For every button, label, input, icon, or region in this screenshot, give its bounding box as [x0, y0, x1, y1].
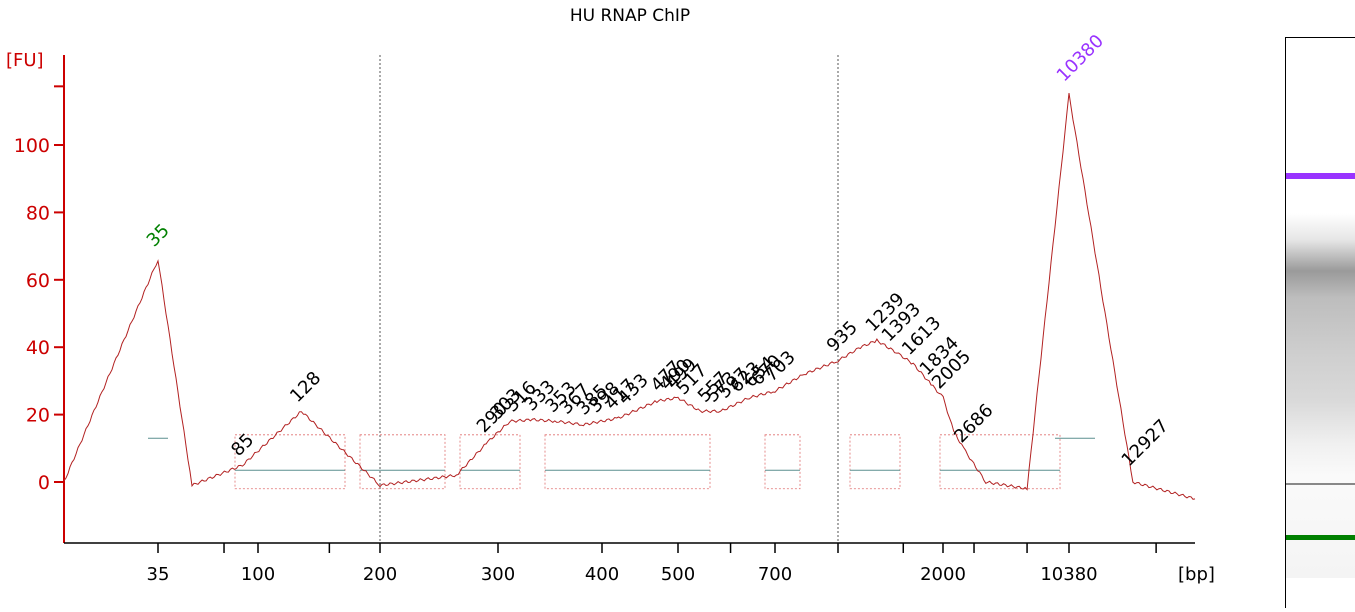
gel-faint-band [1286, 483, 1355, 485]
peak-region-box [359, 434, 446, 490]
peak-region-box [939, 434, 1061, 490]
peak-regions [148, 434, 1095, 490]
gel-image [1285, 37, 1355, 608]
y-tick-label: 60 [26, 270, 50, 292]
peak-region-box [234, 434, 346, 490]
y-tick-label: 0 [38, 472, 50, 494]
x-tick-label: 200 [363, 564, 397, 585]
x-tick-label: 2000 [920, 564, 966, 585]
gel-upper-marker-band [1286, 173, 1355, 179]
y-tick-label: 40 [26, 337, 50, 359]
peak-label: 2686 [950, 400, 997, 447]
electropherogram-plot: 0 20 40 60 80 100 35 100 200 300 400 500 700 2000 1038… [6, 31, 1215, 585]
peak-region-box [849, 434, 901, 490]
x-tick-label: 10380 [1040, 564, 1097, 585]
gel-lane [1286, 133, 1355, 578]
peak-region-box [459, 434, 521, 490]
peak-label: 85 [227, 430, 258, 461]
y-axis-label: [FU] [6, 50, 44, 71]
x-tick-label: 35 [147, 564, 170, 585]
peak-label: 935 [823, 317, 862, 356]
x-tick-label: 300 [481, 564, 515, 585]
trace-line [63, 93, 1196, 500]
reference-lines [379, 55, 839, 543]
y-tick-label: 20 [26, 405, 50, 427]
chart-title: HU RNAP ChIP [569, 6, 691, 26]
x-axis-label: [bp] [1178, 564, 1215, 585]
x-tick-label: 700 [758, 564, 792, 585]
peak-label-marker-upper: 10380 [1053, 31, 1108, 86]
peak-label: 12927 [1118, 415, 1173, 470]
y-tick-label: 80 [26, 202, 50, 224]
peak-region-box [764, 434, 801, 490]
gel-lower-marker-band [1286, 535, 1355, 540]
peak-region-box [544, 434, 711, 490]
gel-lane-smear [1286, 133, 1355, 578]
peak-label-marker-lower: 35 [143, 220, 174, 251]
x-tick-label: 400 [585, 564, 619, 585]
peak-label: 128 [286, 368, 325, 407]
peak-labels: 3510380851282903033163333533673853984174… [143, 31, 1173, 471]
x-tick-label: 500 [661, 564, 695, 585]
axes: 0 20 40 60 80 100 35 100 200 300 400 500 700 2000 1038… [14, 55, 1195, 585]
y-tick-label: 100 [14, 135, 50, 157]
x-tick-label: 100 [241, 564, 275, 585]
